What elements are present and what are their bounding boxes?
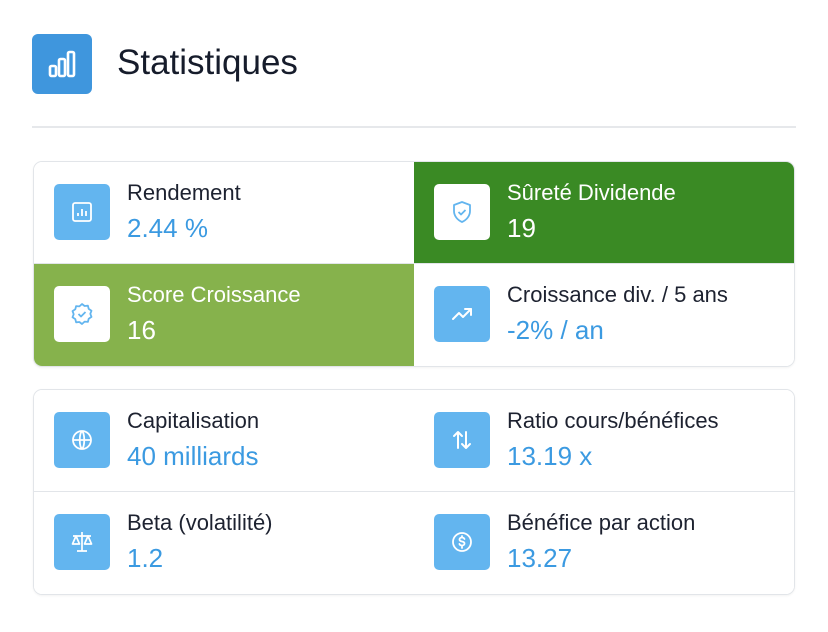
stat-cell: Capitalisation 40 milliards xyxy=(34,390,414,492)
stat-label: Beta (volatilité) xyxy=(127,510,273,535)
stat-label: Capitalisation xyxy=(127,408,260,433)
stat-value: -2% / an xyxy=(507,315,604,345)
stat-label: Ratio cours/bénéfices xyxy=(507,408,719,433)
stat-cell: Bénéfice par action 13.27 xyxy=(414,492,794,594)
stat-icon xyxy=(54,412,110,468)
stats-card: Capitalisation 40 milliards Ratio cours/… xyxy=(33,389,795,595)
stat-icon xyxy=(54,514,110,570)
stat-icon xyxy=(434,412,490,468)
stat-cell: Score Croissance 16 xyxy=(34,264,414,366)
stat-value: 16 xyxy=(127,315,156,345)
stat-label: Bénéfice par action xyxy=(507,510,696,535)
stat-icon xyxy=(434,286,490,342)
stat-value: 1.2 xyxy=(127,543,164,573)
stat-label: Croissance div. / 5 ans xyxy=(507,282,728,307)
stat-icon xyxy=(434,514,490,570)
stat-value: 2.44 % xyxy=(127,213,208,243)
stat-icon xyxy=(54,184,110,240)
stat-value: 13.27 xyxy=(507,543,573,573)
stat-value: 19 xyxy=(507,213,536,243)
page-title: Statistiques xyxy=(117,43,298,82)
stats-card: Rendement 2.44 % Sûreté Dividende 19 Sco… xyxy=(33,161,795,367)
stat-cell: Croissance div. / 5 ans -2% / an xyxy=(414,264,794,366)
stat-label: Score Croissance xyxy=(127,282,301,307)
stat-label: Rendement xyxy=(127,180,241,205)
stat-icon xyxy=(434,184,490,240)
divider xyxy=(32,126,796,128)
stat-value: 13.19 x xyxy=(507,441,593,471)
stat-icon xyxy=(54,286,110,342)
stat-cell: Sûreté Dividende 19 xyxy=(414,162,794,264)
stat-label: Sûreté Dividende xyxy=(507,180,676,205)
stat-cell: Rendement 2.44 % xyxy=(34,162,414,264)
stat-cell: Beta (volatilité) 1.2 xyxy=(34,492,414,594)
header-icon xyxy=(32,34,92,94)
stat-value: 40 milliards xyxy=(127,441,259,471)
stat-cell: Ratio cours/bénéfices 13.19 x xyxy=(414,390,794,492)
